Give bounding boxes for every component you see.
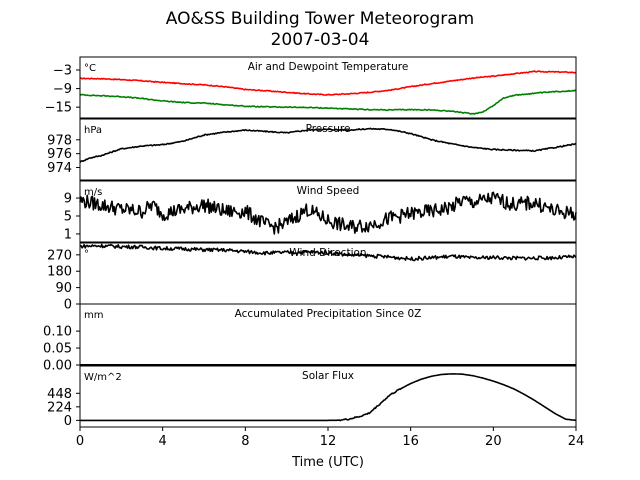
series-line — [79, 243, 577, 262]
series-line — [79, 191, 577, 235]
unit-label: mm — [84, 310, 103, 321]
panel-title: Air and Dewpoint Temperature — [248, 61, 409, 73]
panel-title: Pressure — [306, 123, 351, 135]
y-tick-label: −15 — [45, 101, 72, 116]
series-line — [80, 373, 577, 422]
panel-title: Accumulated Precipitation Since 0Z — [235, 308, 422, 320]
y-tick-label: 224 — [47, 400, 72, 415]
y-tick-label: −3 — [53, 64, 72, 79]
y-tick-label: 270 — [47, 248, 72, 263]
y-tick-label: 90 — [55, 281, 72, 296]
panel-title: Wind Speed — [297, 185, 360, 197]
y-tick-label: 1 — [64, 227, 72, 242]
unit-label: ° — [84, 249, 89, 260]
unit-label: hPa — [84, 125, 102, 136]
series-line — [80, 70, 576, 96]
unit-label: m/s — [84, 187, 102, 198]
y-tick-label: 0.10 — [43, 325, 72, 340]
x-tick-label: 24 — [568, 434, 585, 449]
y-tick-label: 974 — [47, 161, 72, 176]
panel-2: 9 5 1 m/s Wind Speed — [64, 180, 577, 243]
panel-title: Wind Direction — [289, 247, 366, 259]
y-tick-label: 0 — [64, 414, 72, 429]
x-tick-label: 16 — [402, 434, 419, 449]
y-tick-label: 0.00 — [43, 359, 72, 374]
y-tick-label: 978 — [47, 133, 72, 148]
x-tick-label: 20 — [485, 434, 502, 449]
y-tick-label: 448 — [47, 387, 72, 402]
unit-label: °C — [84, 63, 96, 74]
y-tick-label: 0 — [64, 298, 72, 313]
panel-frame — [79, 56, 577, 119]
figure-title: AO&SS Building Tower Meteorogram — [166, 9, 474, 29]
figure-subtitle: 2007-03-04 — [271, 30, 370, 50]
y-tick-label: 180 — [47, 265, 72, 280]
x-tick-label: 12 — [320, 434, 337, 449]
y-tick-label: 0.05 — [43, 342, 72, 357]
panel-title: Solar Flux — [302, 370, 354, 382]
x-axis-label: Time (UTC) — [291, 455, 364, 470]
x-tick-label: 0 — [76, 434, 84, 449]
panels: −3 −9 −15 °C Air and Dewpoint Temperature 978… — [43, 56, 577, 429]
x-tick-label: 8 — [241, 434, 249, 449]
x-tick-label: 4 — [159, 434, 167, 449]
panel-frame — [79, 118, 577, 181]
y-tick-label: −9 — [53, 82, 72, 97]
series-line — [79, 89, 577, 115]
panel-frame — [79, 303, 577, 366]
y-tick-label: 9 — [64, 192, 72, 207]
x-axis: 0 4 8 12 16 20 24 — [76, 427, 584, 449]
panel-frame — [79, 180, 577, 243]
panel-0: −3 −9 −15 °C Air and Dewpoint Temperature — [45, 56, 577, 119]
unit-label: W/m^2 — [84, 372, 122, 383]
panel-4: 0.10 0.05 0.00 mm Accumulated Precipitation … — [43, 303, 577, 374]
y-tick-label: 5 — [64, 209, 72, 224]
y-tick-label: 976 — [47, 147, 72, 162]
series-line — [79, 127, 577, 163]
